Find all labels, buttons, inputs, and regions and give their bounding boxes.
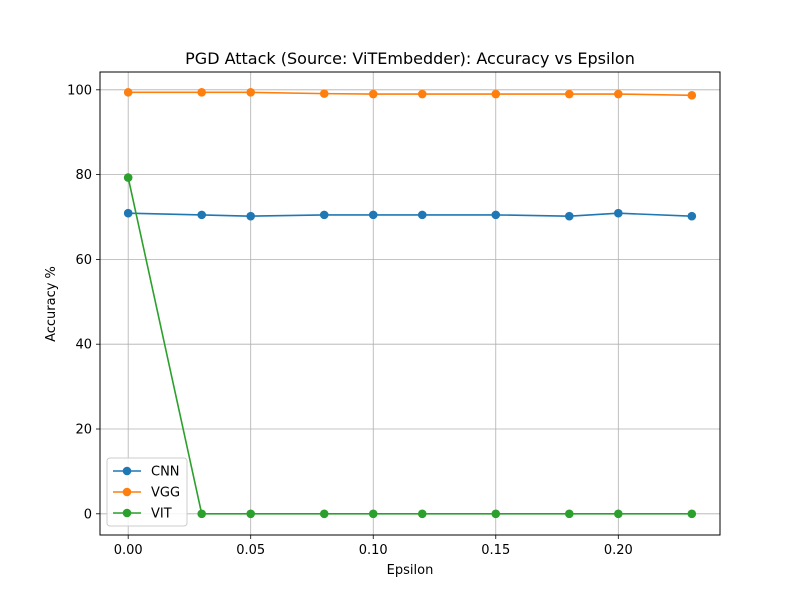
series-cnn (123, 208, 697, 221)
data-point (368, 509, 378, 519)
y-tick-label: 40 (75, 338, 92, 353)
grid (100, 72, 720, 535)
data-point (564, 509, 574, 519)
legend-label: CNN (151, 465, 180, 480)
data-point (491, 89, 501, 99)
data-point (614, 208, 623, 218)
series-vgg (123, 88, 697, 100)
data-point (491, 210, 501, 220)
data-point (687, 509, 697, 519)
legend-item-vgg: VGG (113, 486, 180, 501)
legend-label: VGG (151, 486, 180, 501)
data-point (123, 88, 133, 97)
data-point (614, 89, 623, 99)
data-point (197, 210, 206, 220)
data-point (319, 509, 329, 519)
x-axis-label: Epsilon (387, 563, 434, 578)
legend-marker (122, 487, 132, 497)
data-point (614, 509, 623, 519)
series-line (128, 212, 692, 217)
y-tick-label: 0 (84, 507, 92, 522)
data-point (687, 91, 697, 100)
legend-item-vit: VIT (113, 507, 172, 522)
data-point (197, 88, 206, 97)
data-point (491, 509, 501, 519)
data-point (368, 210, 378, 220)
series-line (128, 91, 692, 97)
data-point (687, 211, 697, 221)
data-point (368, 89, 378, 99)
legend-marker (122, 466, 132, 476)
axis-ticks: 0.00 0.05 0.10 0.15 0.20 0 20 40 60 80 100 (67, 83, 633, 558)
legend-marker (122, 508, 132, 518)
data-point (123, 208, 133, 218)
x-tick-label: 0.15 (481, 543, 510, 558)
data-point (417, 210, 427, 220)
data-point (319, 210, 329, 220)
data-point (246, 509, 256, 519)
series-line (127, 177, 692, 515)
plot-area-frame (99, 71, 721, 536)
data-point (417, 509, 427, 519)
series-layer (123, 88, 697, 519)
x-tick-label: 0.10 (359, 543, 388, 558)
y-axis-label: Accuracy % (44, 266, 59, 342)
legend: CNN VGG VIT (106, 457, 188, 527)
x-tick-label: 0.05 (236, 543, 265, 558)
data-point (417, 89, 427, 99)
data-point (564, 89, 574, 99)
data-point (319, 89, 329, 98)
x-tick-label: 0.00 (114, 543, 143, 558)
x-tick-label: 0.20 (604, 543, 633, 558)
series-vit (123, 173, 697, 519)
data-point (123, 173, 133, 182)
data-point (564, 211, 574, 221)
data-point (246, 211, 256, 221)
y-tick-label: 80 (75, 168, 92, 183)
chart-title: PGD Attack (Source: ViTEmbedder): Accura… (185, 49, 635, 68)
y-tick-label: 60 (75, 253, 92, 268)
legend-label: VIT (151, 507, 172, 522)
y-tick-label: 100 (67, 83, 92, 98)
y-tick-label: 20 (75, 423, 92, 438)
data-point (197, 509, 206, 519)
data-point (246, 88, 256, 97)
legend-item-cnn: CNN (113, 465, 180, 480)
